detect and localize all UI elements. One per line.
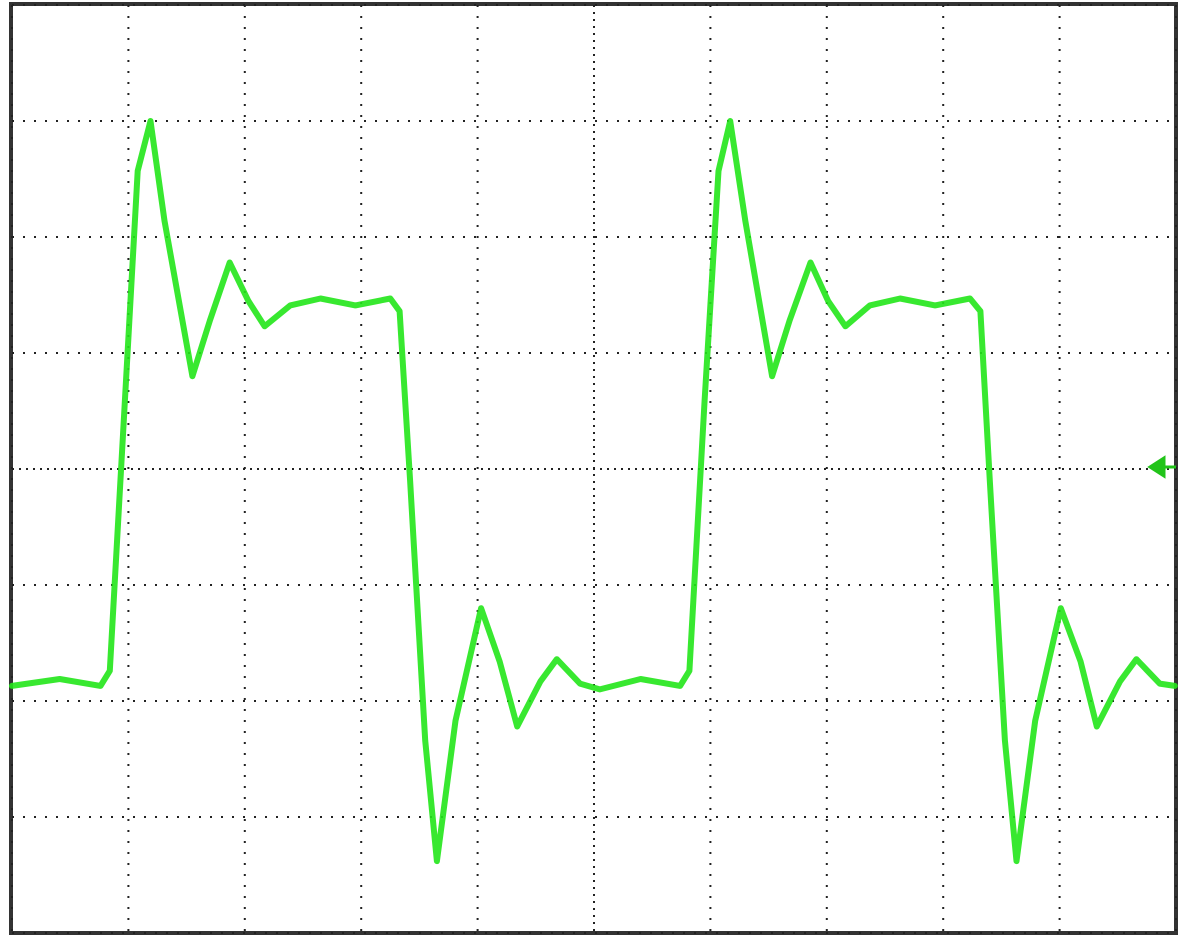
scope-screen xyxy=(0,0,1179,938)
